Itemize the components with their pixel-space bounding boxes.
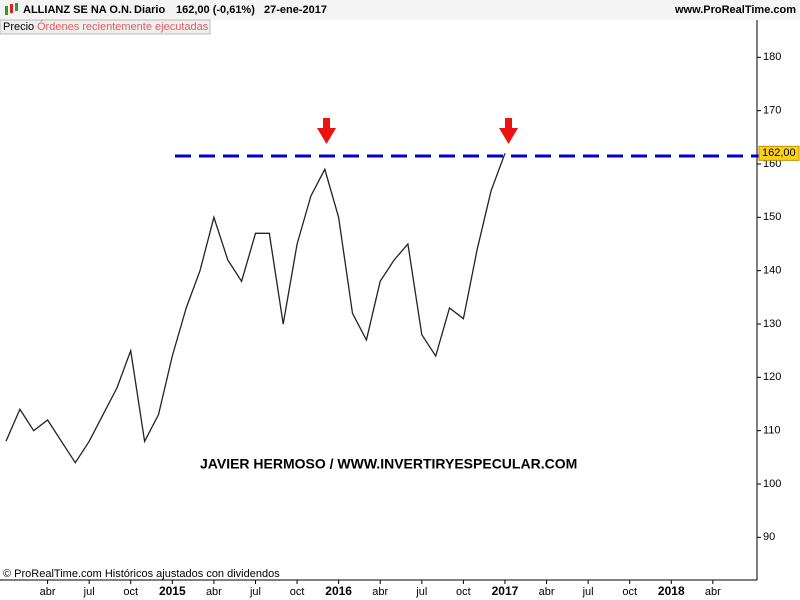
- x-tick-label: abr: [539, 586, 555, 598]
- last-price-box: [758, 145, 800, 161]
- x-tick-label: oct: [456, 586, 471, 598]
- x-tick-label: abr: [206, 586, 222, 598]
- x-tick-label: jul: [249, 586, 261, 598]
- x-tick-label: 2015: [159, 584, 186, 598]
- x-tick-label: oct: [622, 586, 637, 598]
- y-tick-label: 160: [763, 158, 781, 170]
- y-tick-label: 180: [763, 51, 781, 63]
- series-name: Precio: [3, 21, 34, 33]
- x-tick-label: oct: [123, 586, 138, 598]
- x-tick-label: oct: [290, 586, 305, 598]
- x-tick-label: jul: [83, 586, 95, 598]
- y-tick-label: 120: [763, 371, 781, 383]
- x-tick-label: jul: [415, 586, 427, 598]
- instrument: ALLIANZ SE NA O.N.: [23, 4, 132, 16]
- y-tick-label: 140: [763, 265, 781, 277]
- arrows: [317, 118, 518, 144]
- header-bar: [0, 0, 800, 20]
- site: www.ProRealTime.com: [674, 4, 796, 16]
- x-tick-label: abr: [40, 586, 56, 598]
- last-price-label: 162,00: [762, 147, 796, 159]
- x-tick-label: abr: [372, 586, 388, 598]
- footer: © ProRealTime.com Históricos ajustados c…: [3, 568, 280, 580]
- y-tick-label: 170: [763, 105, 781, 117]
- panel-label-box: [0, 19, 211, 35]
- x-tick-label: 2018: [658, 584, 685, 598]
- y-tick-label: 150: [763, 211, 781, 223]
- period: Diario: [134, 4, 165, 16]
- quote: 162,00 (-0,61%): [176, 4, 255, 16]
- x-tick-label: 2016: [325, 584, 352, 598]
- price-line: [5, 153, 506, 464]
- x-tick-label: 2017: [492, 584, 519, 598]
- date: 27-ene-2017: [264, 4, 327, 16]
- y-tick-label: 130: [763, 318, 781, 330]
- y-tick-label: 90: [763, 531, 775, 543]
- watermark: JAVIER HERMOSO / WWW.INVERTIRYESPECULAR.…: [200, 456, 577, 472]
- x-tick-label: jul: [582, 586, 594, 598]
- x-tick-label: abr: [705, 586, 721, 598]
- candle-icon: [5, 3, 18, 15]
- y-tick-label: 100: [763, 478, 781, 490]
- panel-label: Órdenes recientemente ejecutadas: [37, 20, 209, 33]
- y-tick-label: 110: [763, 425, 781, 437]
